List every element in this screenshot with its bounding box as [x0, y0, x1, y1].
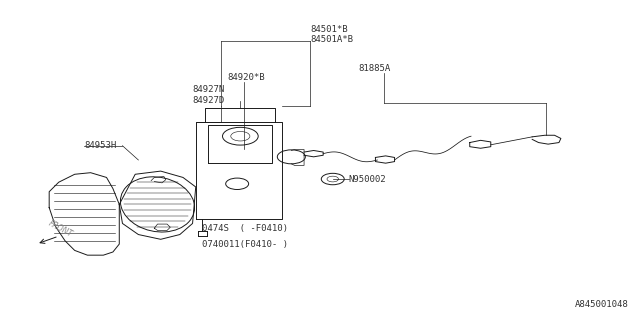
Text: 84927N
84927D: 84927N 84927D	[193, 85, 225, 105]
Text: 84501*B
84501A*B: 84501*B 84501A*B	[310, 25, 353, 44]
Text: 84953H: 84953H	[84, 141, 116, 150]
Text: 0474S  ( -F0410): 0474S ( -F0410)	[202, 224, 288, 233]
Text: 84920*B: 84920*B	[228, 73, 265, 82]
Text: 81885A: 81885A	[358, 63, 390, 73]
Text: 0740011(F0410- ): 0740011(F0410- )	[202, 240, 288, 249]
Text: FRONT: FRONT	[47, 219, 74, 239]
Text: A845001048: A845001048	[575, 300, 629, 309]
Text: N950002: N950002	[349, 174, 387, 184]
